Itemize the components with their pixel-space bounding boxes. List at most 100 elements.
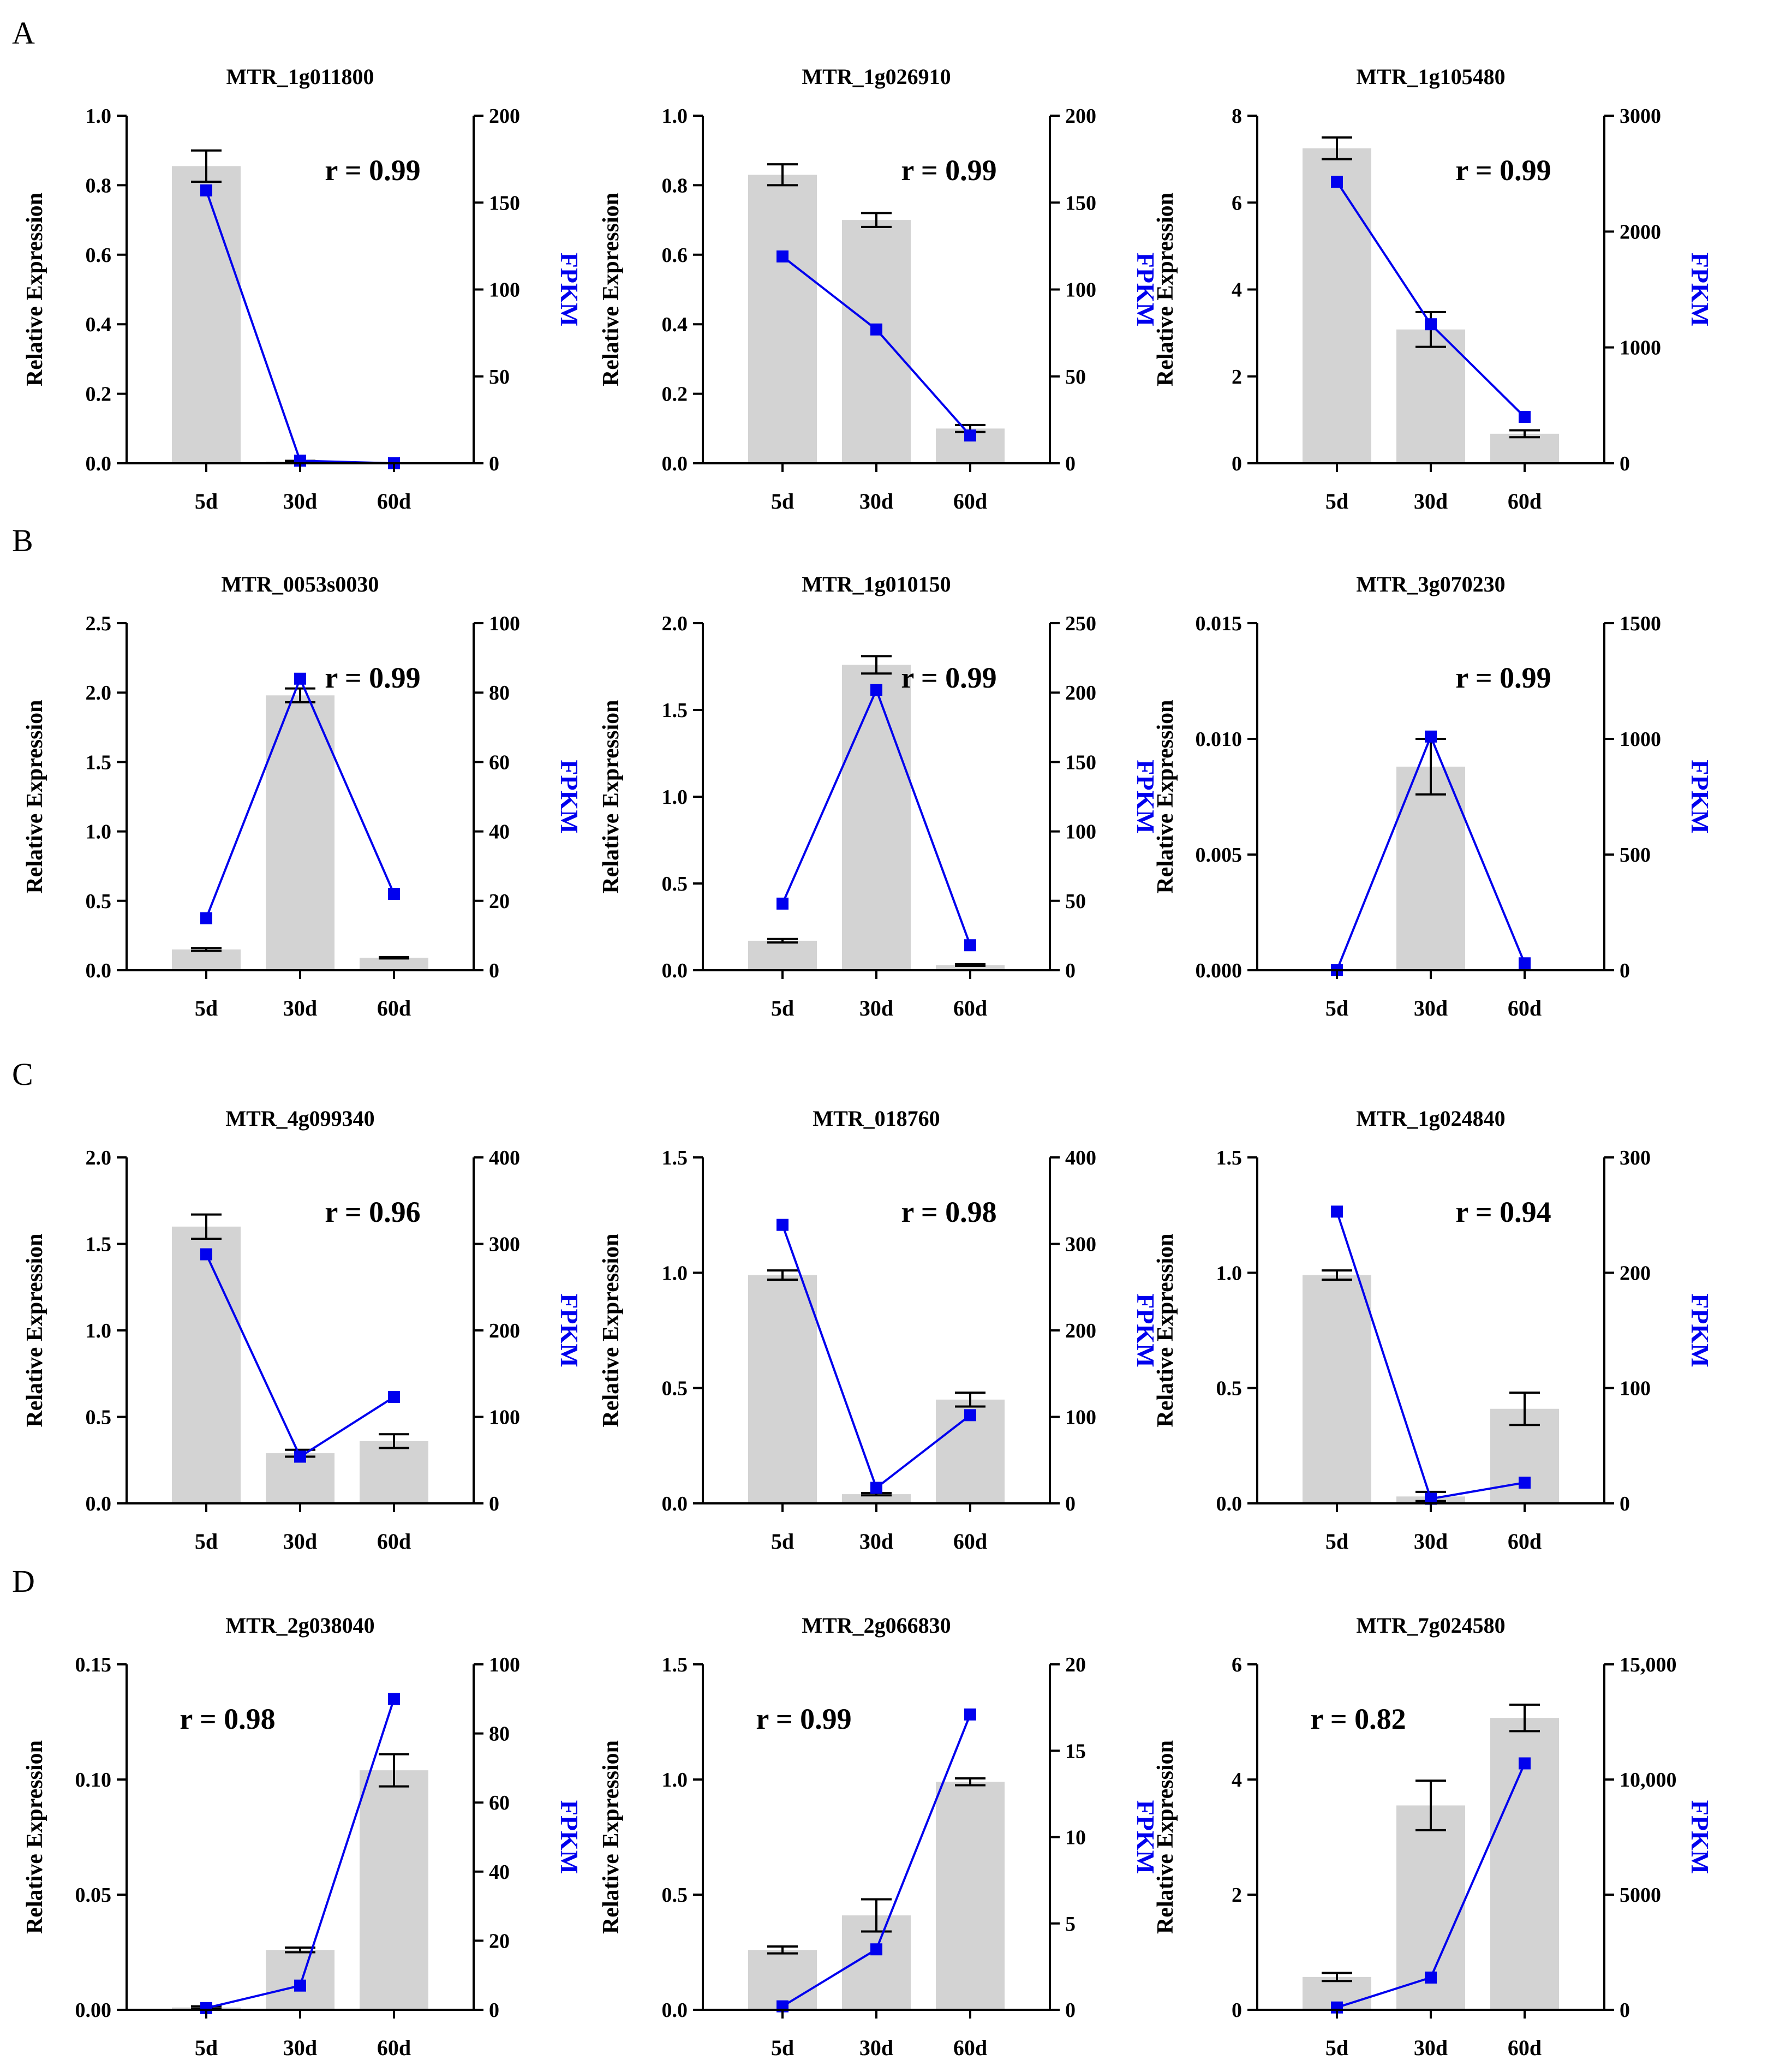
fpkm-point-5d: [777, 1219, 789, 1231]
panel-letter-d: D: [12, 1563, 35, 1599]
bar-30d: [1396, 329, 1465, 463]
correlation-label: r = 0.99: [901, 154, 996, 187]
right-tick-label: 0: [1065, 1492, 1076, 1515]
left-tick-label: 0.5: [662, 1884, 688, 1907]
left-tick-label: 0: [1232, 452, 1242, 475]
left-tick-label: 0.0: [662, 959, 688, 982]
left-tick-label: 2: [1232, 366, 1242, 389]
fpkm-point-30d: [870, 1943, 882, 1956]
right-tick-label: 100: [1065, 1406, 1096, 1429]
right-tick-label: 200: [489, 105, 520, 128]
chart-mtr_1g024840: MTR_1g024840 0.0 0.5 1.0 1.5 0 100 200 300 5d 30d 6…: [1153, 1106, 1714, 1554]
x-tick-label-30d: 30d: [1414, 489, 1448, 513]
left-tick-label: 8: [1232, 105, 1242, 128]
correlation-label: r = 0.98: [901, 1196, 996, 1228]
right-tick-label: 40: [489, 1861, 510, 1884]
left-tick-label: 1.5: [86, 751, 112, 774]
left-axis-title: Relative Expression: [599, 1740, 624, 1934]
bar-30d: [842, 220, 911, 463]
right-tick-label: 0: [1065, 959, 1076, 982]
left-tick-label: 1.0: [1216, 1262, 1243, 1285]
bar-60d: [360, 958, 428, 970]
right-tick-label: 0: [1620, 959, 1630, 982]
fpkm-point-60d: [964, 1708, 976, 1721]
left-tick-label: 0.005: [1196, 844, 1243, 867]
left-tick-label: 0.0: [86, 1492, 112, 1515]
right-tick-label: 200: [1065, 682, 1096, 704]
right-tick-label: 1000: [1620, 337, 1661, 360]
left-tick-label: 0.8: [86, 174, 112, 197]
x-tick-label-60d: 60d: [953, 2035, 987, 2060]
right-tick-label: 1000: [1620, 728, 1661, 751]
chart-title: MTR_7g024580: [1356, 1613, 1505, 1638]
x-tick-label-5d: 5d: [195, 489, 218, 513]
left-tick-label: 1.0: [662, 105, 688, 128]
bar-60d: [936, 1782, 1005, 2010]
bar-60d: [1490, 433, 1559, 463]
bar-30d: [842, 1494, 911, 1503]
right-tick-label: 20: [489, 1930, 510, 1952]
left-tick-label: 0.2: [86, 383, 112, 406]
chart-title: MTR_1g011800: [226, 64, 374, 89]
right-tick-label: 50: [1065, 890, 1086, 913]
x-tick-label-5d: 5d: [771, 2035, 794, 2060]
chart-mtr_2g038040: MTR_2g038040 0.00 0.05 0.10 0.15 0 20 40 60 80 100…: [22, 1613, 583, 2060]
fpkm-point-5d: [200, 912, 212, 924]
right-axis-title: FPKM: [556, 760, 583, 833]
left-tick-label: 0.0: [662, 452, 688, 475]
right-tick-label: 200: [1065, 1319, 1096, 1342]
right-tick-label: 100: [489, 1653, 520, 1676]
right-tick-label: 0: [489, 1999, 499, 2022]
left-tick-label: 1.0: [662, 786, 688, 809]
bar-60d: [936, 965, 1005, 970]
x-tick-label-30d: 30d: [859, 996, 893, 1020]
bar-60d: [360, 1770, 428, 2010]
right-axis-title: FPKM: [1686, 253, 1714, 326]
left-axis-title: Relative Expression: [1153, 1233, 1178, 1427]
left-tick-label: 0.5: [1216, 1377, 1243, 1400]
x-tick-label-5d: 5d: [1325, 2035, 1348, 2060]
right-axis-title: FPKM: [1132, 253, 1160, 326]
fpkm-point-60d: [388, 1391, 400, 1404]
right-tick-label: 0: [1620, 1999, 1630, 2022]
bar-5d: [172, 949, 241, 970]
fpkm-point-60d: [388, 1693, 400, 1705]
x-tick-label-5d: 5d: [1325, 996, 1348, 1020]
left-tick-label: 0.0: [86, 452, 112, 475]
left-axis-title: Relative Expression: [1153, 700, 1178, 893]
fpkm-point-5d: [1331, 1205, 1343, 1218]
right-tick-label: 80: [489, 1723, 510, 1746]
left-tick-label: 4: [1232, 279, 1242, 302]
right-axis-title: FPKM: [1132, 1800, 1160, 1874]
left-tick-label: 2.5: [86, 612, 112, 635]
chart-mtr_1g010150: MTR_1g010150 0.0 0.5 1.0 1.5 2.0 0 50 100 150 200 2…: [599, 572, 1160, 1020]
correlation-label: r = 0.82: [1310, 1703, 1406, 1735]
right-tick-label: 0: [1620, 1492, 1630, 1515]
right-tick-label: 100: [489, 279, 520, 302]
bar-5d: [1303, 148, 1371, 463]
left-tick-label: 0.0: [662, 1492, 688, 1515]
x-tick-label-60d: 60d: [1508, 1529, 1542, 1554]
left-tick-label: 0.4: [662, 313, 688, 336]
x-tick-label-5d: 5d: [771, 996, 794, 1020]
left-axis-title: Relative Expression: [1153, 193, 1178, 386]
panel-letter-b: B: [12, 523, 33, 558]
x-tick-label-5d: 5d: [771, 1529, 794, 1554]
right-tick-label: 0: [1065, 1999, 1076, 2022]
right-tick-label: 400: [489, 1147, 520, 1169]
left-axis-title: Relative Expression: [22, 700, 47, 893]
left-axis-title: Relative Expression: [599, 700, 624, 893]
fpkm-point-60d: [388, 888, 400, 900]
correlation-label: r = 0.94: [1455, 1196, 1551, 1228]
left-tick-label: 0.15: [75, 1653, 112, 1676]
fpkm-point-30d: [294, 672, 306, 685]
fpkm-point-60d: [1519, 411, 1531, 423]
fpkm-point-60d: [964, 1409, 976, 1422]
left-tick-label: 0.5: [86, 1406, 112, 1429]
x-tick-label-30d: 30d: [1414, 1529, 1448, 1554]
right-axis-title: FPKM: [556, 1800, 583, 1874]
left-tick-label: 0.4: [86, 313, 112, 336]
right-tick-label: 100: [1065, 821, 1096, 844]
left-tick-label: 0.5: [662, 873, 688, 895]
